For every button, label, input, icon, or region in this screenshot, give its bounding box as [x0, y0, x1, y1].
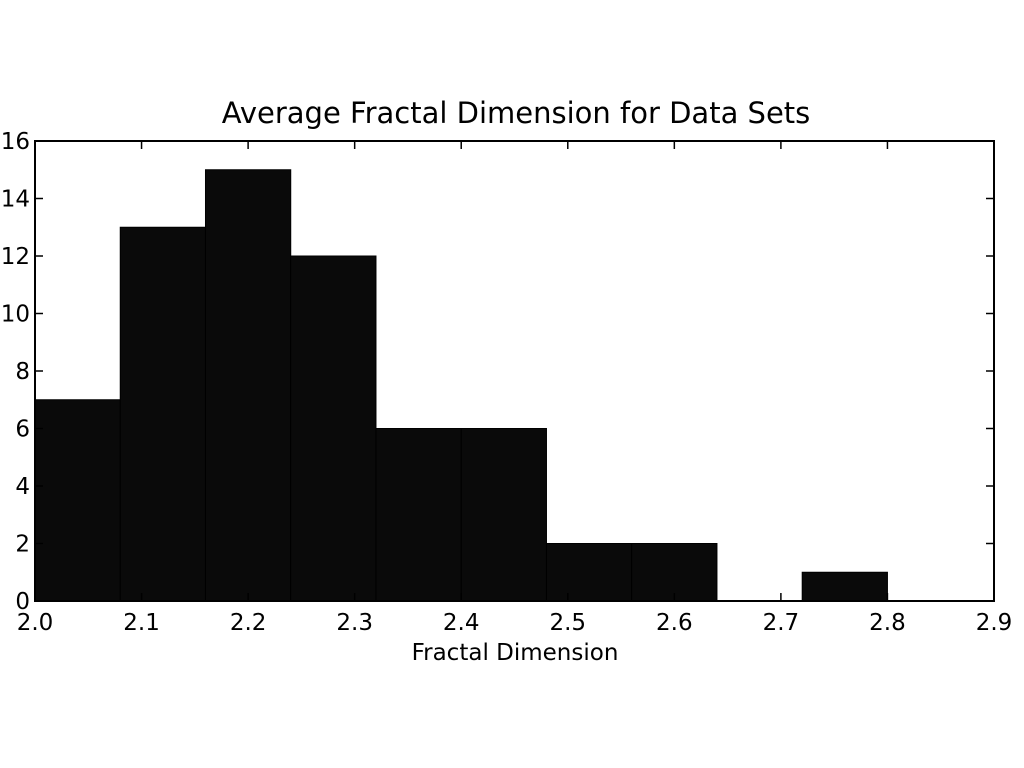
x-axis-label: Fractal Dimension	[412, 640, 619, 666]
x-axis: 2.0 2.1 2.2 2.3 2.4 2.5 2.6 2.7 2.8 2.9	[17, 141, 1013, 636]
y-tick-label: 8	[15, 359, 30, 385]
y-tick-label: 12	[1, 244, 30, 270]
histogram-bar	[204, 169, 292, 602]
histogram-bar	[545, 543, 633, 602]
y-tick-label: 16	[1, 129, 30, 155]
y-tick-label: 14	[1, 187, 30, 213]
x-tick-label: 2.4	[443, 610, 480, 636]
y-tick-label: 4	[15, 474, 30, 500]
plot-frame	[34, 140, 995, 602]
y-tick-label: 0	[15, 589, 30, 615]
histogram-bar	[119, 226, 206, 602]
x-tick-label: 2.8	[869, 610, 906, 636]
histogram-bar	[34, 399, 121, 602]
x-tick-label: 2.3	[336, 610, 373, 636]
x-tick-label: 2.0	[17, 610, 54, 636]
x-tick-label: 2.2	[230, 610, 267, 636]
x-tick-label: 2.1	[123, 610, 160, 636]
x-tick-label: 2.9	[976, 610, 1013, 636]
x-tick-label: 2.5	[549, 610, 586, 636]
y-tick-label: 2	[15, 532, 30, 558]
histogram-bar	[460, 428, 547, 602]
y-tick-label: 6	[15, 417, 30, 443]
bars-group	[34, 169, 888, 602]
histogram-bar	[375, 428, 462, 602]
histogram-bar	[290, 255, 377, 602]
chart-title: Average Fractal Dimension for Data Sets	[222, 96, 811, 130]
y-axis: 0 2 4 6 8 10 12 14 16	[1, 129, 994, 615]
y-tick-label: 10	[1, 302, 30, 328]
histogram-bar	[631, 543, 718, 602]
histogram-bar	[801, 571, 888, 602]
x-tick-label: 2.6	[656, 610, 693, 636]
x-tick-label: 2.7	[763, 610, 800, 636]
